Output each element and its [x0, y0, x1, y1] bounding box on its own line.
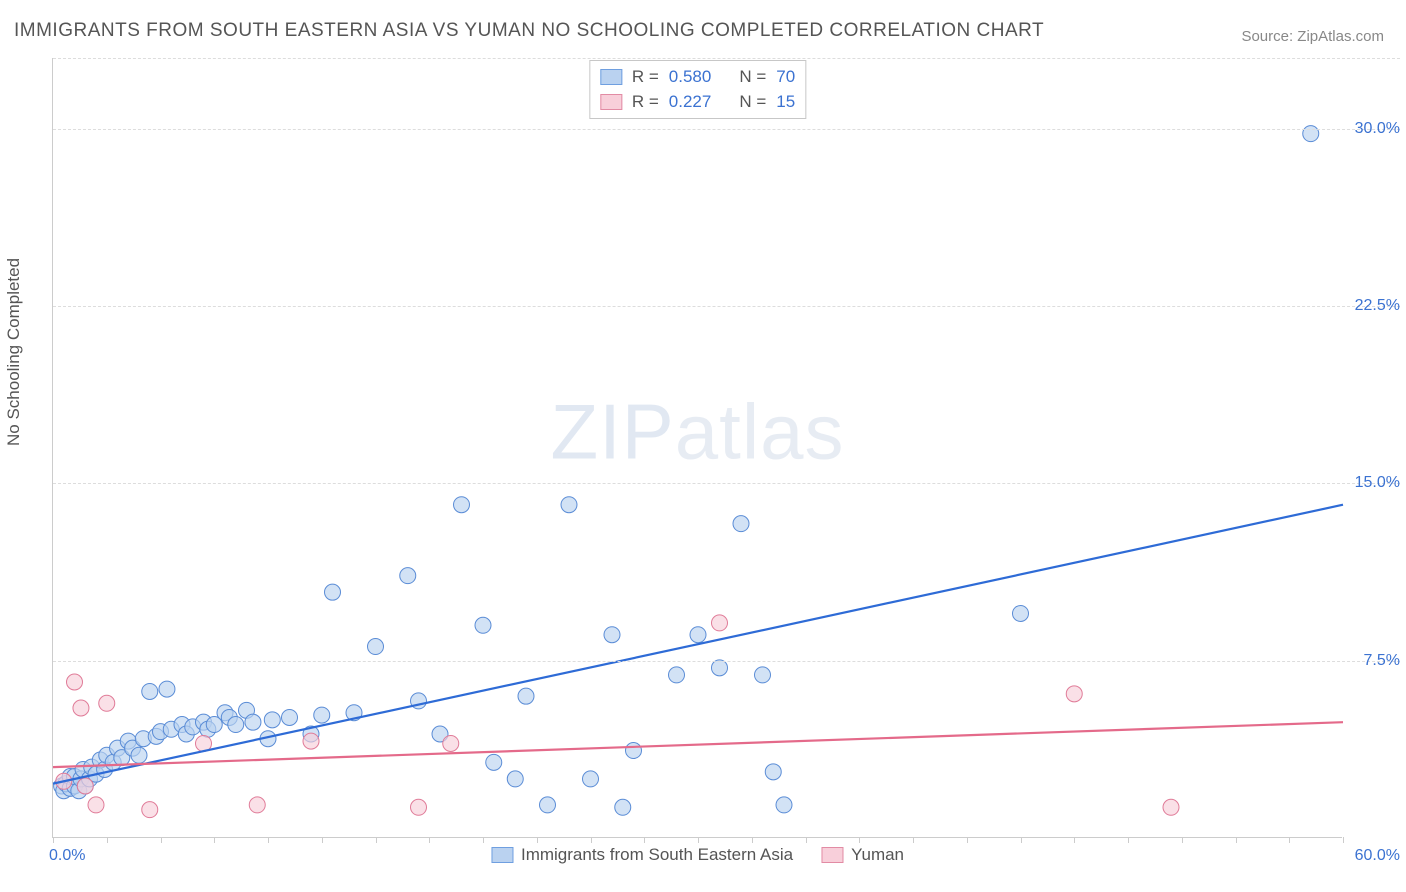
data-point — [615, 799, 631, 815]
x-tick — [1021, 837, 1022, 843]
data-point — [400, 568, 416, 584]
data-point — [561, 497, 577, 513]
x-tick — [913, 837, 914, 843]
data-point — [249, 797, 265, 813]
x-tick — [1182, 837, 1183, 843]
x-tick — [806, 837, 807, 843]
y-tick-label: 7.5% — [1364, 652, 1400, 670]
y-tick-label: 22.5% — [1355, 297, 1400, 315]
data-point — [264, 712, 280, 728]
data-point — [131, 747, 147, 763]
x-tick — [107, 837, 108, 843]
data-point — [282, 709, 298, 725]
swatch-pink-icon — [821, 847, 843, 863]
data-point — [67, 674, 83, 690]
data-point — [1066, 686, 1082, 702]
data-point — [669, 667, 685, 683]
chart-title: IMMIGRANTS FROM SOUTH EASTERN ASIA VS YU… — [14, 20, 1044, 42]
data-point — [411, 799, 427, 815]
data-point — [142, 683, 158, 699]
x-tick — [322, 837, 323, 843]
data-point — [443, 735, 459, 751]
x-tick — [161, 837, 162, 843]
gridline — [53, 306, 1400, 307]
data-point — [604, 627, 620, 643]
x-tick — [429, 837, 430, 843]
data-point — [368, 639, 384, 655]
scatter-svg — [53, 58, 1342, 837]
data-point — [1163, 799, 1179, 815]
x-tick — [483, 837, 484, 843]
x-tick-label: 60.0% — [1355, 847, 1400, 865]
x-tick — [859, 837, 860, 843]
legend-label: Yuman — [851, 845, 904, 865]
x-tick — [537, 837, 538, 843]
data-point — [507, 771, 523, 787]
data-point — [518, 688, 534, 704]
x-tick — [1289, 837, 1290, 843]
data-point — [159, 681, 175, 697]
x-tick — [644, 837, 645, 843]
data-point — [712, 615, 728, 631]
data-point — [73, 700, 89, 716]
data-point — [626, 743, 642, 759]
data-point — [486, 754, 502, 770]
data-point — [765, 764, 781, 780]
y-tick-label: 15.0% — [1355, 474, 1400, 492]
data-point — [583, 771, 599, 787]
gridline — [53, 58, 1400, 59]
x-tick — [967, 837, 968, 843]
data-point — [314, 707, 330, 723]
data-point — [77, 778, 93, 794]
data-point — [733, 516, 749, 532]
x-tick-label: 0.0% — [49, 847, 85, 865]
x-tick — [214, 837, 215, 843]
gridline — [53, 129, 1400, 130]
data-point — [245, 714, 261, 730]
x-tick — [591, 837, 592, 843]
data-point — [776, 797, 792, 813]
scatter-plot: ZIPatlas R = 0.580 N = 70 R = 0.227 N = … — [52, 58, 1342, 838]
y-tick-label: 30.0% — [1355, 120, 1400, 138]
gridline — [53, 661, 1400, 662]
data-point — [88, 797, 104, 813]
trend-line — [53, 722, 1343, 767]
y-axis-label: No Schooling Completed — [4, 258, 24, 446]
gridline — [53, 483, 1400, 484]
x-tick — [1074, 837, 1075, 843]
source-attribution: Source: ZipAtlas.com — [1241, 28, 1384, 45]
x-tick — [268, 837, 269, 843]
x-tick — [1236, 837, 1237, 843]
x-tick — [752, 837, 753, 843]
legend-item-pink: Yuman — [821, 845, 904, 865]
x-tick — [1343, 837, 1344, 843]
data-point — [755, 667, 771, 683]
data-point — [228, 717, 244, 733]
data-point — [712, 660, 728, 676]
data-point — [99, 695, 115, 711]
x-tick — [1128, 837, 1129, 843]
x-tick — [53, 837, 54, 843]
x-tick — [376, 837, 377, 843]
x-tick — [698, 837, 699, 843]
data-point — [475, 617, 491, 633]
legend-item-blue: Immigrants from South Eastern Asia — [491, 845, 793, 865]
trend-line — [53, 505, 1343, 784]
data-point — [540, 797, 556, 813]
data-point — [142, 802, 158, 818]
data-point — [325, 584, 341, 600]
data-point — [454, 497, 470, 513]
data-point — [1013, 605, 1029, 621]
data-point — [690, 627, 706, 643]
data-point — [303, 733, 319, 749]
swatch-blue-icon — [491, 847, 513, 863]
series-legend: Immigrants from South Eastern Asia Yuman — [491, 845, 904, 865]
legend-label: Immigrants from South Eastern Asia — [521, 845, 793, 865]
